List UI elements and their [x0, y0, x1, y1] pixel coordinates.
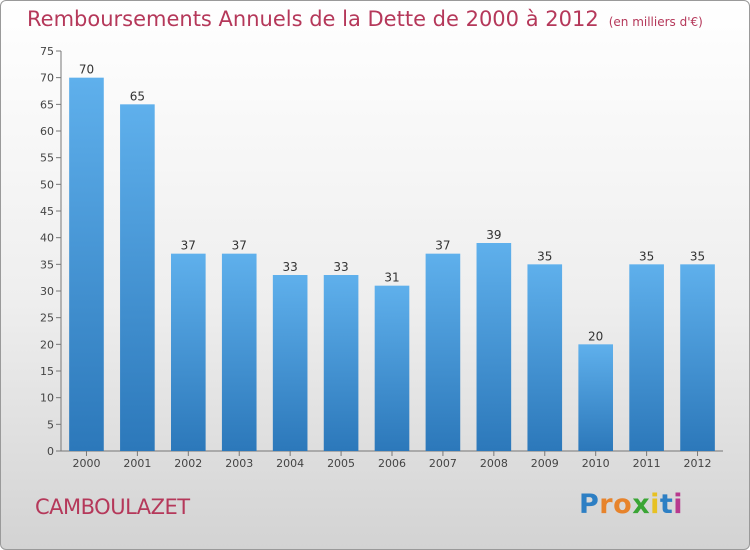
bar-2012 — [680, 264, 715, 451]
bar-2000 — [69, 77, 104, 452]
chart-labels: 70 2000 65 2001 37 2002 37 2003 33 2004 33 2005 31 20… — [72, 63, 711, 470]
data-label: 31 — [384, 271, 399, 285]
y-tick-label: 50 — [40, 178, 54, 191]
logo-letter: P — [579, 489, 600, 520]
x-tick-label: 2008 — [480, 457, 508, 470]
y-tick-label: 40 — [40, 232, 54, 245]
bar-2010 — [578, 344, 614, 451]
bar-2001 — [120, 104, 155, 451]
data-label: 35 — [639, 249, 654, 263]
bar-2011 — [629, 264, 664, 451]
data-label: 33 — [283, 260, 298, 274]
logo-letter: i — [673, 489, 684, 520]
logo-letter: x — [632, 489, 651, 520]
chart-title-unit: (en milliers d'€) — [608, 15, 703, 29]
data-label: 70 — [79, 63, 94, 77]
data-label: 35 — [537, 249, 552, 263]
x-tick-label: 2003 — [225, 457, 253, 470]
y-tick-label: 65 — [40, 98, 54, 111]
logo-letter: t — [659, 489, 674, 520]
data-label: 39 — [486, 228, 501, 242]
commune-name: CAMBOULAZET — [35, 495, 190, 519]
y-tick-label: 20 — [40, 338, 54, 351]
proxiti-logo: Proxiti — [579, 489, 683, 520]
x-tick-label: 2009 — [531, 457, 559, 470]
data-label: 37 — [435, 239, 450, 253]
bar-2007 — [425, 253, 461, 451]
y-tick-label: 35 — [40, 258, 54, 271]
x-tick-label: 2007 — [429, 457, 457, 470]
y-tick-label: 75 — [40, 45, 54, 58]
x-tick-label: 2005 — [327, 457, 355, 470]
y-tick-label: 70 — [40, 72, 54, 85]
bar-2006 — [374, 285, 410, 451]
data-label: 33 — [333, 260, 348, 274]
data-label: 65 — [130, 89, 145, 103]
data-label: 35 — [690, 249, 705, 263]
chart-title-text: Remboursements Annuels de la Dette de 20… — [27, 7, 599, 31]
x-tick-label: 2010 — [582, 457, 610, 470]
data-label: 20 — [588, 329, 603, 343]
bar-2003 — [221, 253, 257, 451]
y-tick-label: 55 — [40, 152, 54, 165]
y-tick-label: 0 — [47, 445, 54, 458]
x-tick-label: 2011 — [633, 457, 661, 470]
x-tick-label: 2012 — [684, 457, 712, 470]
data-label: 37 — [232, 239, 247, 253]
chart-title: Remboursements Annuels de la Dette de 20… — [27, 7, 703, 31]
y-tick-label: 30 — [40, 285, 54, 298]
y-tick-label: 45 — [40, 205, 54, 218]
x-tick-label: 2001 — [123, 457, 151, 470]
y-tick-label: 15 — [40, 365, 54, 378]
bar-2008 — [476, 243, 512, 451]
logo-letter: o — [613, 489, 633, 520]
chart-bars — [69, 77, 715, 452]
chart-axes: 0 5 10 15 20 25 30 35 40 45 50 55 60 65 70 75 — [40, 45, 723, 458]
data-label: 37 — [181, 239, 196, 253]
x-tick-label: 2002 — [174, 457, 202, 470]
logo-letter: r — [599, 489, 614, 520]
bar-2005 — [323, 275, 359, 451]
y-tick-label: 10 — [40, 392, 54, 405]
y-tick-label: 60 — [40, 125, 54, 138]
bar-2004 — [272, 275, 308, 451]
bar-2009 — [527, 264, 563, 451]
bar-2002 — [170, 253, 206, 451]
logo-letter: i — [650, 489, 660, 520]
y-tick-label: 25 — [40, 312, 54, 325]
x-tick-label: 2000 — [72, 457, 100, 470]
x-tick-label: 2006 — [378, 457, 406, 470]
y-tick-label: 5 — [47, 418, 54, 431]
x-tick-label: 2004 — [276, 457, 304, 470]
